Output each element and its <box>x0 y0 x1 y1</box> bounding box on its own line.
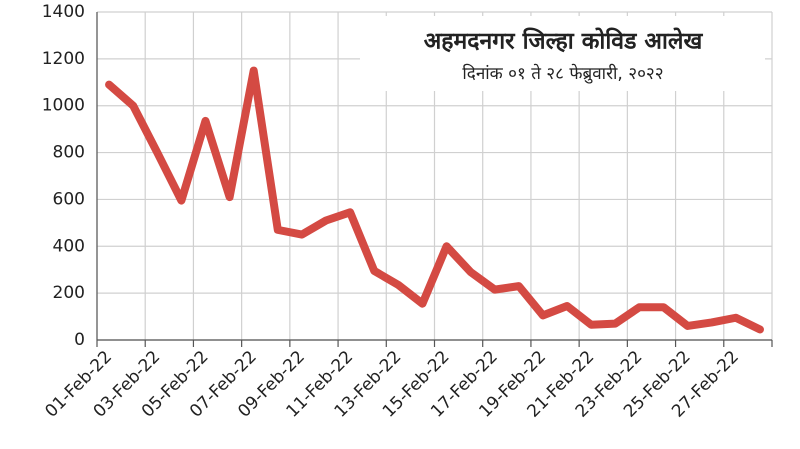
chart-title: अहमदनगर जिल्हा कोविड आलेख <box>424 27 704 55</box>
chart-subtitle: दिनांक ०१ ते २८ फेब्रुवारी, २०२२ <box>462 63 663 84</box>
grid <box>96 11 773 347</box>
y-tick-label: 200 <box>53 283 85 303</box>
y-tick-label: 0 <box>74 330 85 350</box>
y-tick-label: 1200 <box>42 49 85 69</box>
title-box <box>360 16 765 91</box>
plot <box>105 66 764 334</box>
y-tick-label: 1000 <box>42 96 85 116</box>
y-tick-label: 600 <box>53 189 85 209</box>
data-line <box>105 66 764 334</box>
y-tick-label: 400 <box>53 236 85 256</box>
y-tick-label: 1400 <box>42 2 85 22</box>
y-tick-label: 800 <box>53 143 85 163</box>
